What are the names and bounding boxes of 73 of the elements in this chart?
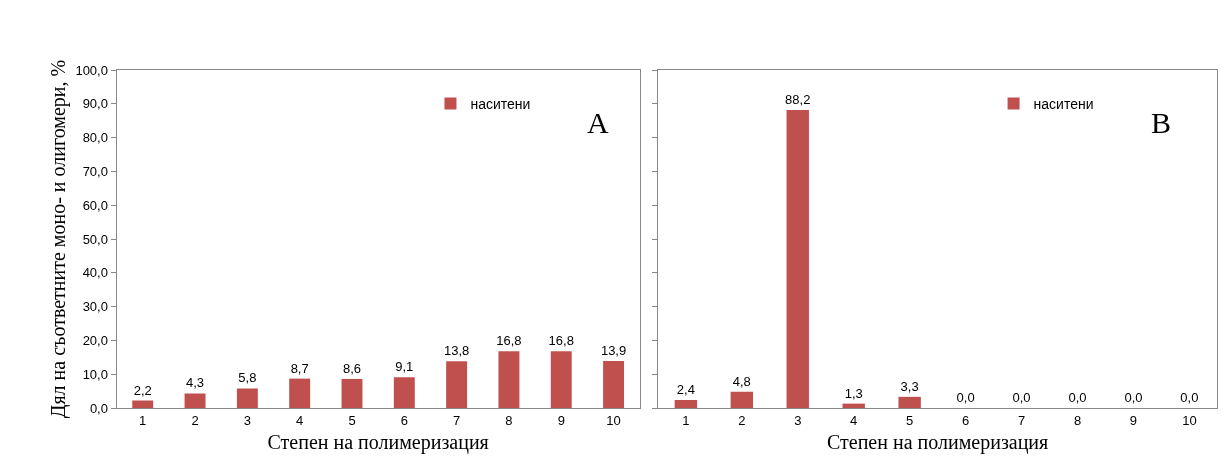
bar <box>898 396 921 408</box>
bar <box>393 377 415 408</box>
x-tick-label: 5 <box>348 412 356 428</box>
data-label: 4,3 <box>186 375 205 391</box>
y-tick-label: 10,0 <box>82 366 108 382</box>
x-tick-label: 1 <box>682 412 690 428</box>
x-tick-label: 4 <box>296 412 304 428</box>
bar <box>341 378 363 408</box>
x-axis-title: Степен на полимеризация <box>826 431 1049 455</box>
data-label: 0,0 <box>1180 390 1199 405</box>
x-tick-label: 2 <box>738 412 746 428</box>
y-tick-label: 40,0 <box>82 265 108 281</box>
data-label: 4,8 <box>732 373 751 389</box>
data-label: 0,0 <box>1124 390 1143 405</box>
x-tick-label: 9 <box>557 412 565 428</box>
data-label: 0,0 <box>1068 390 1087 405</box>
x-tick-label: 10 <box>606 412 621 428</box>
y-tick-label: 80,0 <box>82 130 108 146</box>
data-label: 2,2 <box>133 382 152 398</box>
data-label: 88,2 <box>785 91 811 107</box>
y-tick-label: 30,0 <box>82 299 108 315</box>
bar <box>786 109 809 408</box>
x-tick-label: 6 <box>400 412 408 428</box>
legend-label: наситени <box>470 95 531 112</box>
data-label: 8,6 <box>342 360 362 376</box>
data-label: 2,4 <box>676 381 695 397</box>
bar <box>603 361 625 408</box>
y-tick-label: 90,0 <box>82 96 108 112</box>
y-tick-label: 0,0 <box>89 400 108 416</box>
x-tick-label: 7 <box>453 412 461 428</box>
y-tick-label: 20,0 <box>82 332 108 348</box>
y-tick-label: 60,0 <box>82 197 108 213</box>
data-label: 1,3 <box>844 385 863 401</box>
bar <box>184 393 206 408</box>
x-tick-label: 8 <box>505 412 513 428</box>
x-axis-title: Степен на полимеризация <box>267 431 489 455</box>
data-label: 3,3 <box>900 378 919 394</box>
bar <box>550 351 572 408</box>
y-axis-title: Дял на съответните моно- и олигомери, % <box>46 59 70 419</box>
data-label: 16,8 <box>496 333 522 349</box>
x-tick-label: 3 <box>243 412 251 428</box>
x-tick-label: 9 <box>1129 412 1138 428</box>
y-tick-label: 70,0 <box>82 163 108 179</box>
bar <box>498 351 520 408</box>
bar <box>730 391 753 408</box>
data-label: 8,7 <box>290 360 309 376</box>
bar <box>674 399 698 408</box>
annotation: A <box>587 106 609 139</box>
x-tick-label: 1 <box>139 412 147 428</box>
bar <box>446 361 468 408</box>
x-tick-label: 5 <box>906 412 914 428</box>
data-label: 9,1 <box>395 359 414 375</box>
data-label: 16,8 <box>548 333 574 349</box>
x-tick-label: 8 <box>1073 412 1082 428</box>
bar <box>132 400 154 408</box>
bar <box>236 388 258 408</box>
data-label: 0,0 <box>956 390 975 405</box>
x-tick-label: 10 <box>1182 412 1197 428</box>
y-tick-label: 100,0 <box>75 62 108 78</box>
x-tick-label: 2 <box>191 412 199 428</box>
legend-label: наситени <box>1033 95 1094 112</box>
y-tick-label: 50,0 <box>82 231 108 247</box>
x-tick-label: 3 <box>794 412 802 428</box>
x-tick-label: 7 <box>1017 412 1026 428</box>
x-tick-label: 6 <box>961 412 970 428</box>
data-label: 5,8 <box>238 370 257 386</box>
bar <box>842 403 865 408</box>
bar <box>289 378 311 408</box>
annotation: B <box>1151 106 1172 139</box>
data-label: 0,0 <box>1012 390 1031 405</box>
x-tick-label: 4 <box>850 412 858 428</box>
data-label: 13,8 <box>443 343 470 359</box>
data-label: 13,9 <box>600 343 627 359</box>
